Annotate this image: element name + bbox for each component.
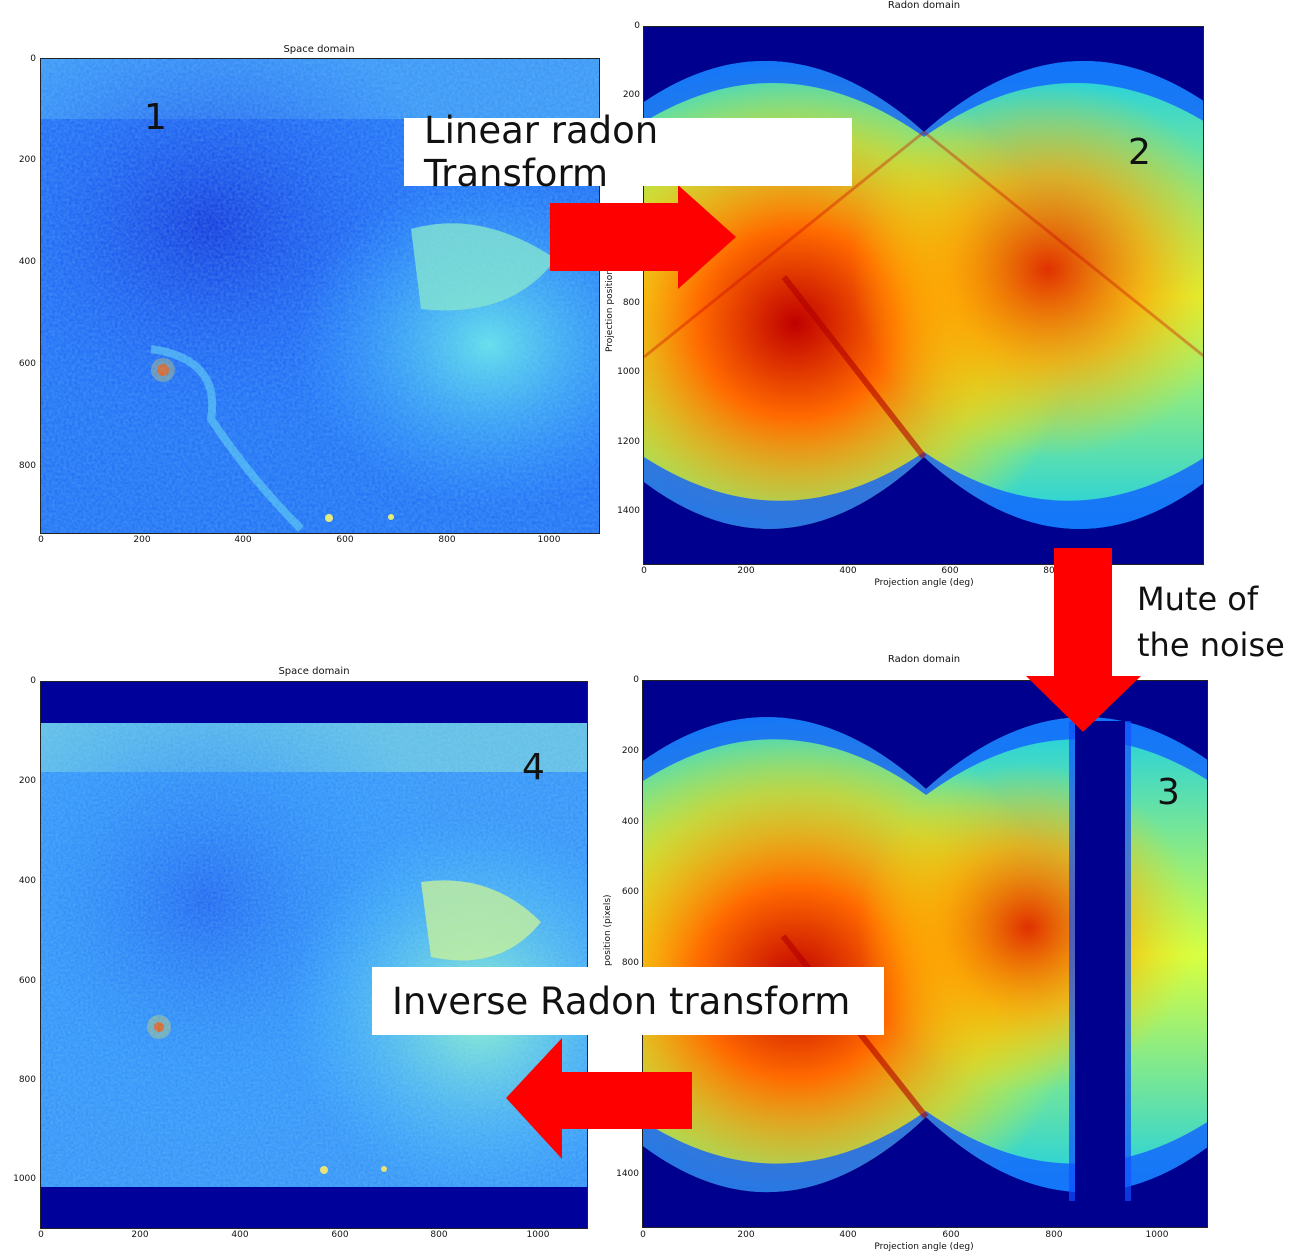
x-tick: 200 bbox=[737, 1230, 755, 1240]
panel-number: 4 bbox=[522, 747, 545, 788]
x-tick: 0 bbox=[38, 1230, 44, 1240]
y-tick: 400 bbox=[18, 257, 36, 267]
y-tick: 800 bbox=[18, 461, 36, 471]
panel-title: Radon domain bbox=[887, 654, 961, 665]
y-tick: 800 bbox=[18, 1075, 36, 1085]
y-tick: 1000 bbox=[617, 367, 640, 377]
x-tick: 400 bbox=[234, 535, 252, 545]
y-tick: 800 bbox=[621, 958, 639, 968]
y-tick: 200 bbox=[622, 90, 640, 100]
y-tick: 0 bbox=[634, 21, 640, 31]
x-tick: 400 bbox=[839, 566, 857, 576]
x-tick: 200 bbox=[133, 535, 151, 545]
panel-number: 2 bbox=[1128, 132, 1151, 173]
x-tick: 400 bbox=[231, 1230, 249, 1240]
radon-domain-image-2 bbox=[643, 26, 1204, 565]
radon-domain-image-3 bbox=[642, 680, 1208, 1228]
panel-number: 3 bbox=[1157, 772, 1180, 813]
x-tick: 80 bbox=[1043, 566, 1055, 576]
y-tick: 0 bbox=[633, 675, 639, 685]
y-tick: 1200 bbox=[617, 437, 640, 447]
mute-noise-line-2: the noise bbox=[1137, 626, 1285, 664]
inverse-radon-callout: Inverse Radon transform bbox=[372, 967, 884, 1035]
space-domain-image-4 bbox=[40, 681, 588, 1229]
panel-title: Space domain bbox=[278, 666, 350, 677]
x-tick: 1000 bbox=[1145, 1230, 1169, 1240]
x-tick: 600 bbox=[941, 566, 959, 576]
y-tick: 600 bbox=[621, 887, 639, 897]
right-arrow-icon bbox=[550, 185, 736, 289]
x-tick: 0 bbox=[641, 566, 647, 576]
y-tick: 400 bbox=[18, 876, 36, 886]
y-tick: 800 bbox=[622, 298, 640, 308]
mute-noise-label: Mute of the noise bbox=[1137, 576, 1285, 668]
x-tick: 400 bbox=[839, 1230, 857, 1240]
x-tick: 0 bbox=[640, 1230, 646, 1240]
y-axis-label: position (pixels) bbox=[603, 894, 613, 966]
mute-noise-line-1: Mute of bbox=[1137, 580, 1259, 618]
x-tick: 0 bbox=[38, 535, 44, 545]
y-tick: 0 bbox=[30, 54, 36, 64]
x-tick: 1000 bbox=[537, 535, 561, 545]
x-tick: 800 bbox=[1045, 1230, 1063, 1240]
x-tick: 1000 bbox=[526, 1230, 550, 1240]
y-tick: 1400 bbox=[617, 506, 640, 516]
panel-number: 1 bbox=[144, 97, 167, 138]
y-tick: 200 bbox=[18, 155, 36, 165]
y-tick: 400 bbox=[621, 817, 639, 827]
x-axis-label: Projection angle (deg) bbox=[874, 578, 974, 588]
y-tick: 0 bbox=[30, 676, 36, 686]
y-tick: 1400 bbox=[616, 1169, 639, 1179]
panel-title: Space domain bbox=[283, 44, 355, 55]
x-tick: 200 bbox=[131, 1230, 149, 1240]
linear-radon-callout: Linear radon Transform bbox=[404, 109, 852, 195]
down-arrow-icon bbox=[1026, 548, 1141, 732]
y-tick: 200 bbox=[621, 746, 639, 756]
x-tick: 600 bbox=[331, 1230, 349, 1240]
x-tick: 200 bbox=[737, 566, 755, 576]
x-axis-label: Projection angle (deg) bbox=[874, 1242, 974, 1252]
x-tick: 800 bbox=[430, 1230, 448, 1240]
panel-title: Radon domain bbox=[887, 0, 961, 11]
y-tick: 600 bbox=[18, 359, 36, 369]
y-tick: 200 bbox=[18, 776, 36, 786]
left-arrow-icon bbox=[506, 1038, 692, 1159]
x-tick: 800 bbox=[438, 535, 456, 545]
x-tick: 600 bbox=[336, 535, 354, 545]
x-tick: 600 bbox=[942, 1230, 960, 1240]
y-tick: 1000 bbox=[13, 1174, 36, 1184]
y-tick: 600 bbox=[18, 976, 36, 986]
